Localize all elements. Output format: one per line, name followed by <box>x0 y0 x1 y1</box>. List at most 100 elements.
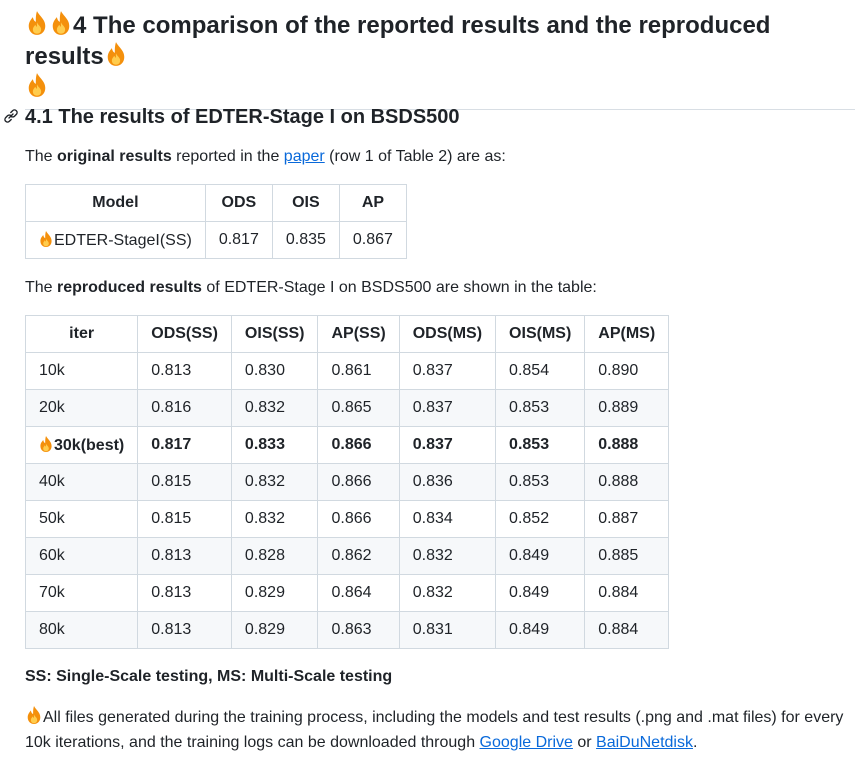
table-cell: 0.853 <box>495 389 586 427</box>
repro-text: The <box>25 279 58 296</box>
table-cell: 0.813 <box>137 537 232 575</box>
column-header: iter <box>24 315 139 353</box>
original-results-table: Model ODS OIS AP EDTER-StageI(SS) 0.817 … <box>25 184 407 259</box>
table-cell: 0.813 <box>137 574 232 612</box>
table-cell: 40k <box>24 463 139 501</box>
table-cell: 0.867 <box>338 221 407 259</box>
table-cell: 0.817 <box>137 426 232 464</box>
table-cell: 0.853 <box>495 426 586 464</box>
table-cell: 0.835 <box>271 221 340 259</box>
table-cell: 0.888 <box>584 463 670 501</box>
table-cell: 0.865 <box>317 389 400 427</box>
subsection-heading: 4.1 The results of EDTER-Stage I on BSDS… <box>25 106 460 128</box>
table-cell: 0.862 <box>317 537 400 575</box>
table-cell: 0.837 <box>398 352 497 390</box>
table-cell: 0.813 <box>137 352 232 390</box>
table-cell: 0.813 <box>137 611 232 649</box>
table-cell: 0.890 <box>584 352 670 390</box>
table-row: 50k 0.815 0.832 0.866 0.834 0.852 0.887 <box>24 500 670 538</box>
table-row: 60k 0.813 0.828 0.862 0.832 0.849 0.885 <box>24 537 670 575</box>
table-cell: 0.816 <box>137 389 232 427</box>
table-cell: 0.837 <box>398 426 497 464</box>
table-row: 10k 0.813 0.830 0.861 0.837 0.854 0.890 <box>24 352 670 390</box>
table-cell: 0.852 <box>495 500 586 538</box>
table-cell: 0.815 <box>137 500 232 538</box>
table-cell: 20k <box>24 389 139 427</box>
table-cell: 0.887 <box>584 500 670 538</box>
table-cell: 0.854 <box>495 352 586 390</box>
testing-note: SS: Single-Scale testing, MS: Multi-Scal… <box>25 668 393 685</box>
link-icon[interactable] <box>3 108 19 124</box>
table-cell: 0.832 <box>398 537 497 575</box>
table-cell: 70k <box>24 574 139 612</box>
table-cell: 0.863 <box>317 611 400 649</box>
table-cell: 0.866 <box>317 463 400 501</box>
table-cell: 0.817 <box>204 221 273 259</box>
column-header: OIS(SS) <box>230 315 319 353</box>
intro-paragraph: The original results reported in the pap… <box>25 145 506 169</box>
table-cell: 0.832 <box>230 463 319 501</box>
column-header: Model <box>25 184 206 222</box>
files-text: or <box>572 734 597 751</box>
table-header-row: Model ODS OIS AP <box>25 184 407 222</box>
intro-text: The <box>25 148 58 165</box>
table-cell: 0.853 <box>495 463 586 501</box>
repro-bold: reproduced results <box>57 279 202 296</box>
fire-icon <box>27 706 41 724</box>
table-cell: 80k <box>24 611 139 649</box>
table-row-best: 30k(best) 0.817 0.833 0.866 0.837 0.853 0.888 <box>24 426 670 464</box>
table-cell: 0.832 <box>230 500 319 538</box>
column-header: AP(MS) <box>584 315 670 353</box>
table-cell: 0.836 <box>398 463 497 501</box>
files-paragraph: All files generated during the training … <box>25 705 845 755</box>
fire-icon <box>40 231 52 247</box>
baidu-netdisk-link[interactable]: BaiDuNetdisk <box>596 734 693 751</box>
repro-paragraph: The reproduced results of EDTER-Stage I … <box>25 276 597 300</box>
column-header: ODS(MS) <box>398 315 497 353</box>
table-cell: 0.849 <box>495 537 586 575</box>
column-header: OIS <box>271 184 340 222</box>
table-cell: 0.815 <box>137 463 232 501</box>
table-cell: 60k <box>24 537 139 575</box>
fire-icon <box>52 11 70 35</box>
table-row: EDTER-StageI(SS) 0.817 0.835 0.867 <box>25 221 407 259</box>
table-cell: 0.866 <box>317 500 400 538</box>
table-cell: 0.830 <box>230 352 319 390</box>
table-cell: 0.885 <box>584 537 670 575</box>
table-cell: 0.889 <box>584 389 670 427</box>
table-cell: 0.849 <box>495 574 586 612</box>
intro-bold: original results <box>57 148 172 165</box>
repro-text: of EDTER-Stage I on BSDS500 are shown in… <box>201 279 597 296</box>
table-row: 40k 0.815 0.832 0.866 0.836 0.853 0.888 <box>24 463 670 501</box>
table-cell: 0.884 <box>584 574 670 612</box>
table-cell: 0.833 <box>230 426 319 464</box>
section-heading: 4 The comparison of the reported results… <box>25 10 855 110</box>
fire-icon <box>107 42 124 66</box>
heading-title: The comparison of the reported results a… <box>25 12 771 70</box>
table-row: 20k 0.816 0.832 0.865 0.837 0.853 0.889 <box>24 389 670 427</box>
table-row: 70k 0.813 0.829 0.864 0.832 0.849 0.884 <box>24 574 670 612</box>
files-text: All files generated during the training … <box>25 709 844 751</box>
table-row: 80k 0.813 0.829 0.863 0.831 0.849 0.884 <box>24 611 670 649</box>
table-cell: EDTER-StageI(SS) <box>25 221 206 259</box>
iter-label: 30k(best) <box>54 437 125 454</box>
table-cell: 0.866 <box>317 426 400 464</box>
intro-text: reported in the <box>171 148 284 165</box>
table-cell: 50k <box>24 500 139 538</box>
paper-link[interactable]: paper <box>283 148 325 165</box>
table-cell: 0.849 <box>495 611 586 649</box>
google-drive-link[interactable]: Google Drive <box>479 734 573 751</box>
intro-text: (row 1 of Table 2) are as: <box>324 148 506 165</box>
files-text: . <box>692 734 698 751</box>
table-cell: 30k(best) <box>24 426 139 464</box>
table-cell: 0.831 <box>398 611 497 649</box>
heading-number: 4 <box>73 12 87 39</box>
table-cell: 0.837 <box>398 389 497 427</box>
column-header: OIS(MS) <box>495 315 586 353</box>
model-name: EDTER-StageI(SS) <box>54 232 192 249</box>
column-header: ODS(SS) <box>137 315 232 353</box>
column-header: AP <box>338 184 407 222</box>
table-cell: 0.828 <box>230 537 319 575</box>
table-cell: 10k <box>24 352 139 390</box>
